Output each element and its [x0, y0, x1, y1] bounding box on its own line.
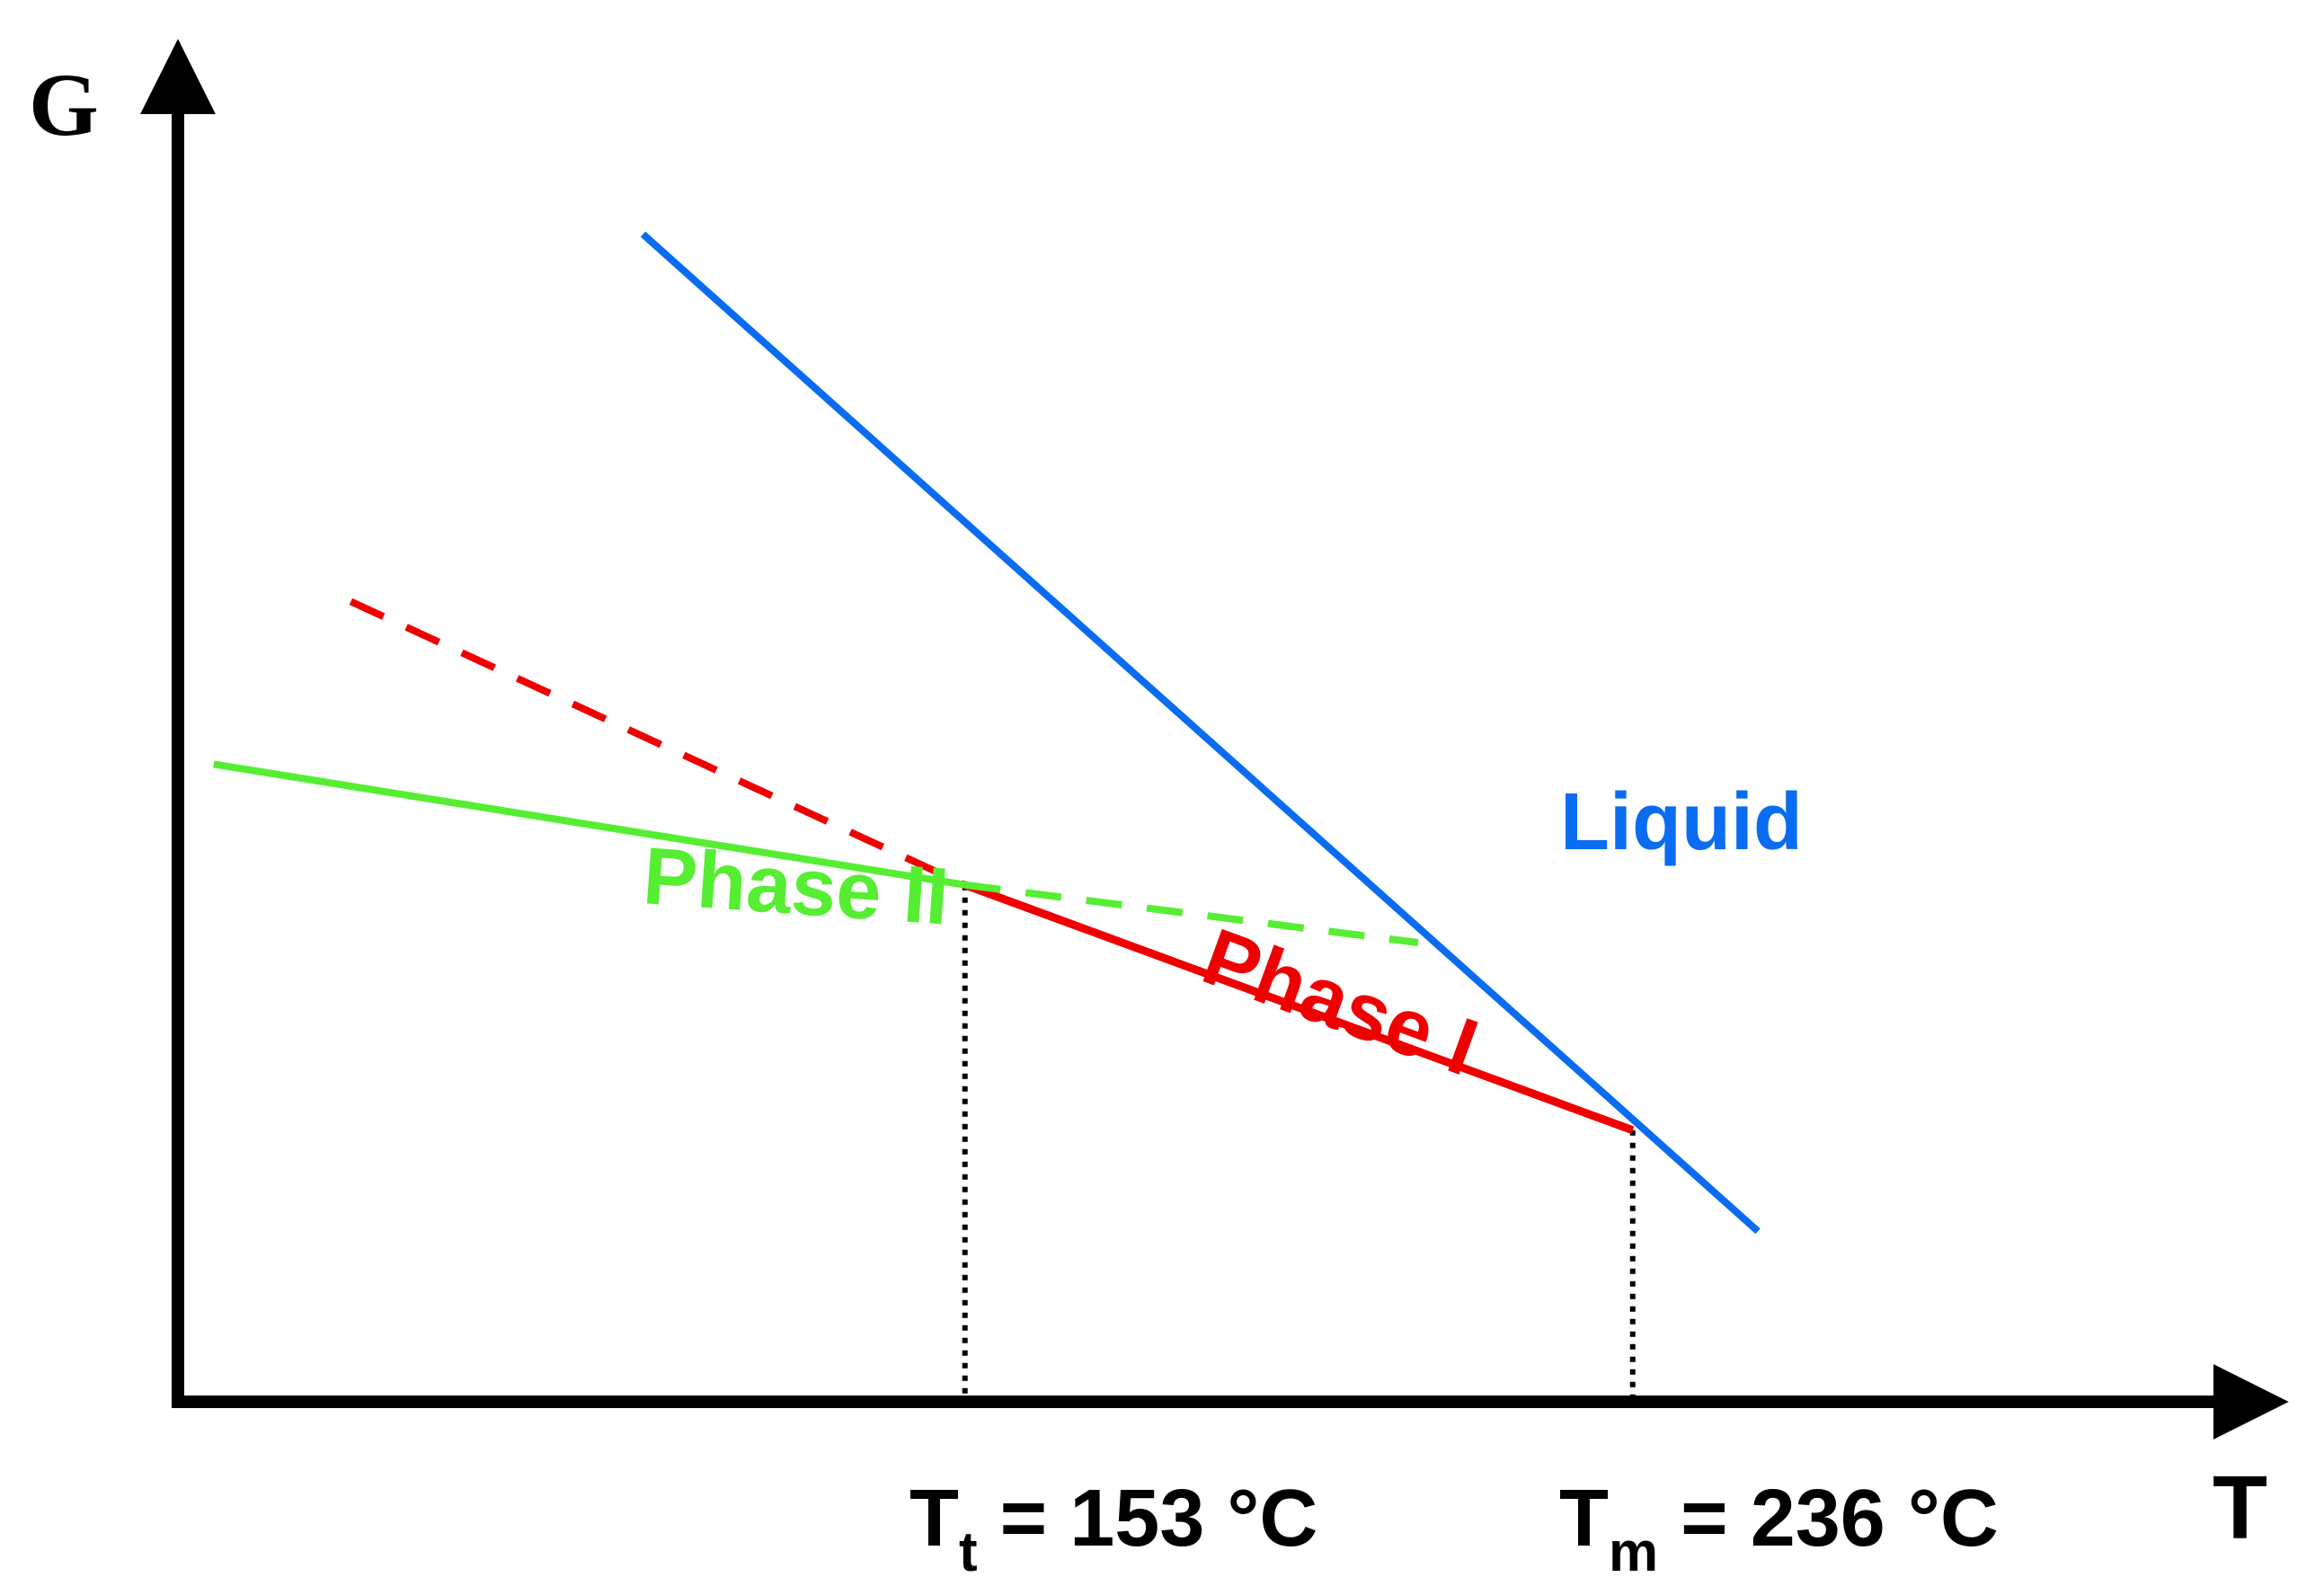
tt-label: Tt = 153 °C [909, 1474, 1317, 1583]
phase-ii-label: Phase II [641, 831, 952, 942]
tm-label-value: = 236 °C [1658, 1474, 1999, 1564]
y-axis-label: G [29, 55, 99, 155]
phase-i-line [963, 881, 1635, 1135]
tm-label-sub: m [1609, 1521, 1658, 1583]
tm-label-main: T [1559, 1474, 1609, 1564]
tt-label-value: = 153 °C [978, 1474, 1318, 1564]
liquid-label: Liquid [1560, 777, 1803, 867]
phase-ii-line [213, 760, 966, 889]
tt-label-main: T [909, 1474, 959, 1564]
tt-label-sub: t [959, 1521, 978, 1583]
liquid-line [640, 231, 1761, 1235]
x-axis-label: T [2213, 1458, 2267, 1558]
phase-ii-extrapolated-line [964, 881, 1419, 946]
phase-i-label: Phase I [1192, 912, 1488, 1094]
tm-label: Tm = 236 °C [1559, 1474, 1999, 1583]
phase-i-extrapolated-line [349, 598, 967, 889]
